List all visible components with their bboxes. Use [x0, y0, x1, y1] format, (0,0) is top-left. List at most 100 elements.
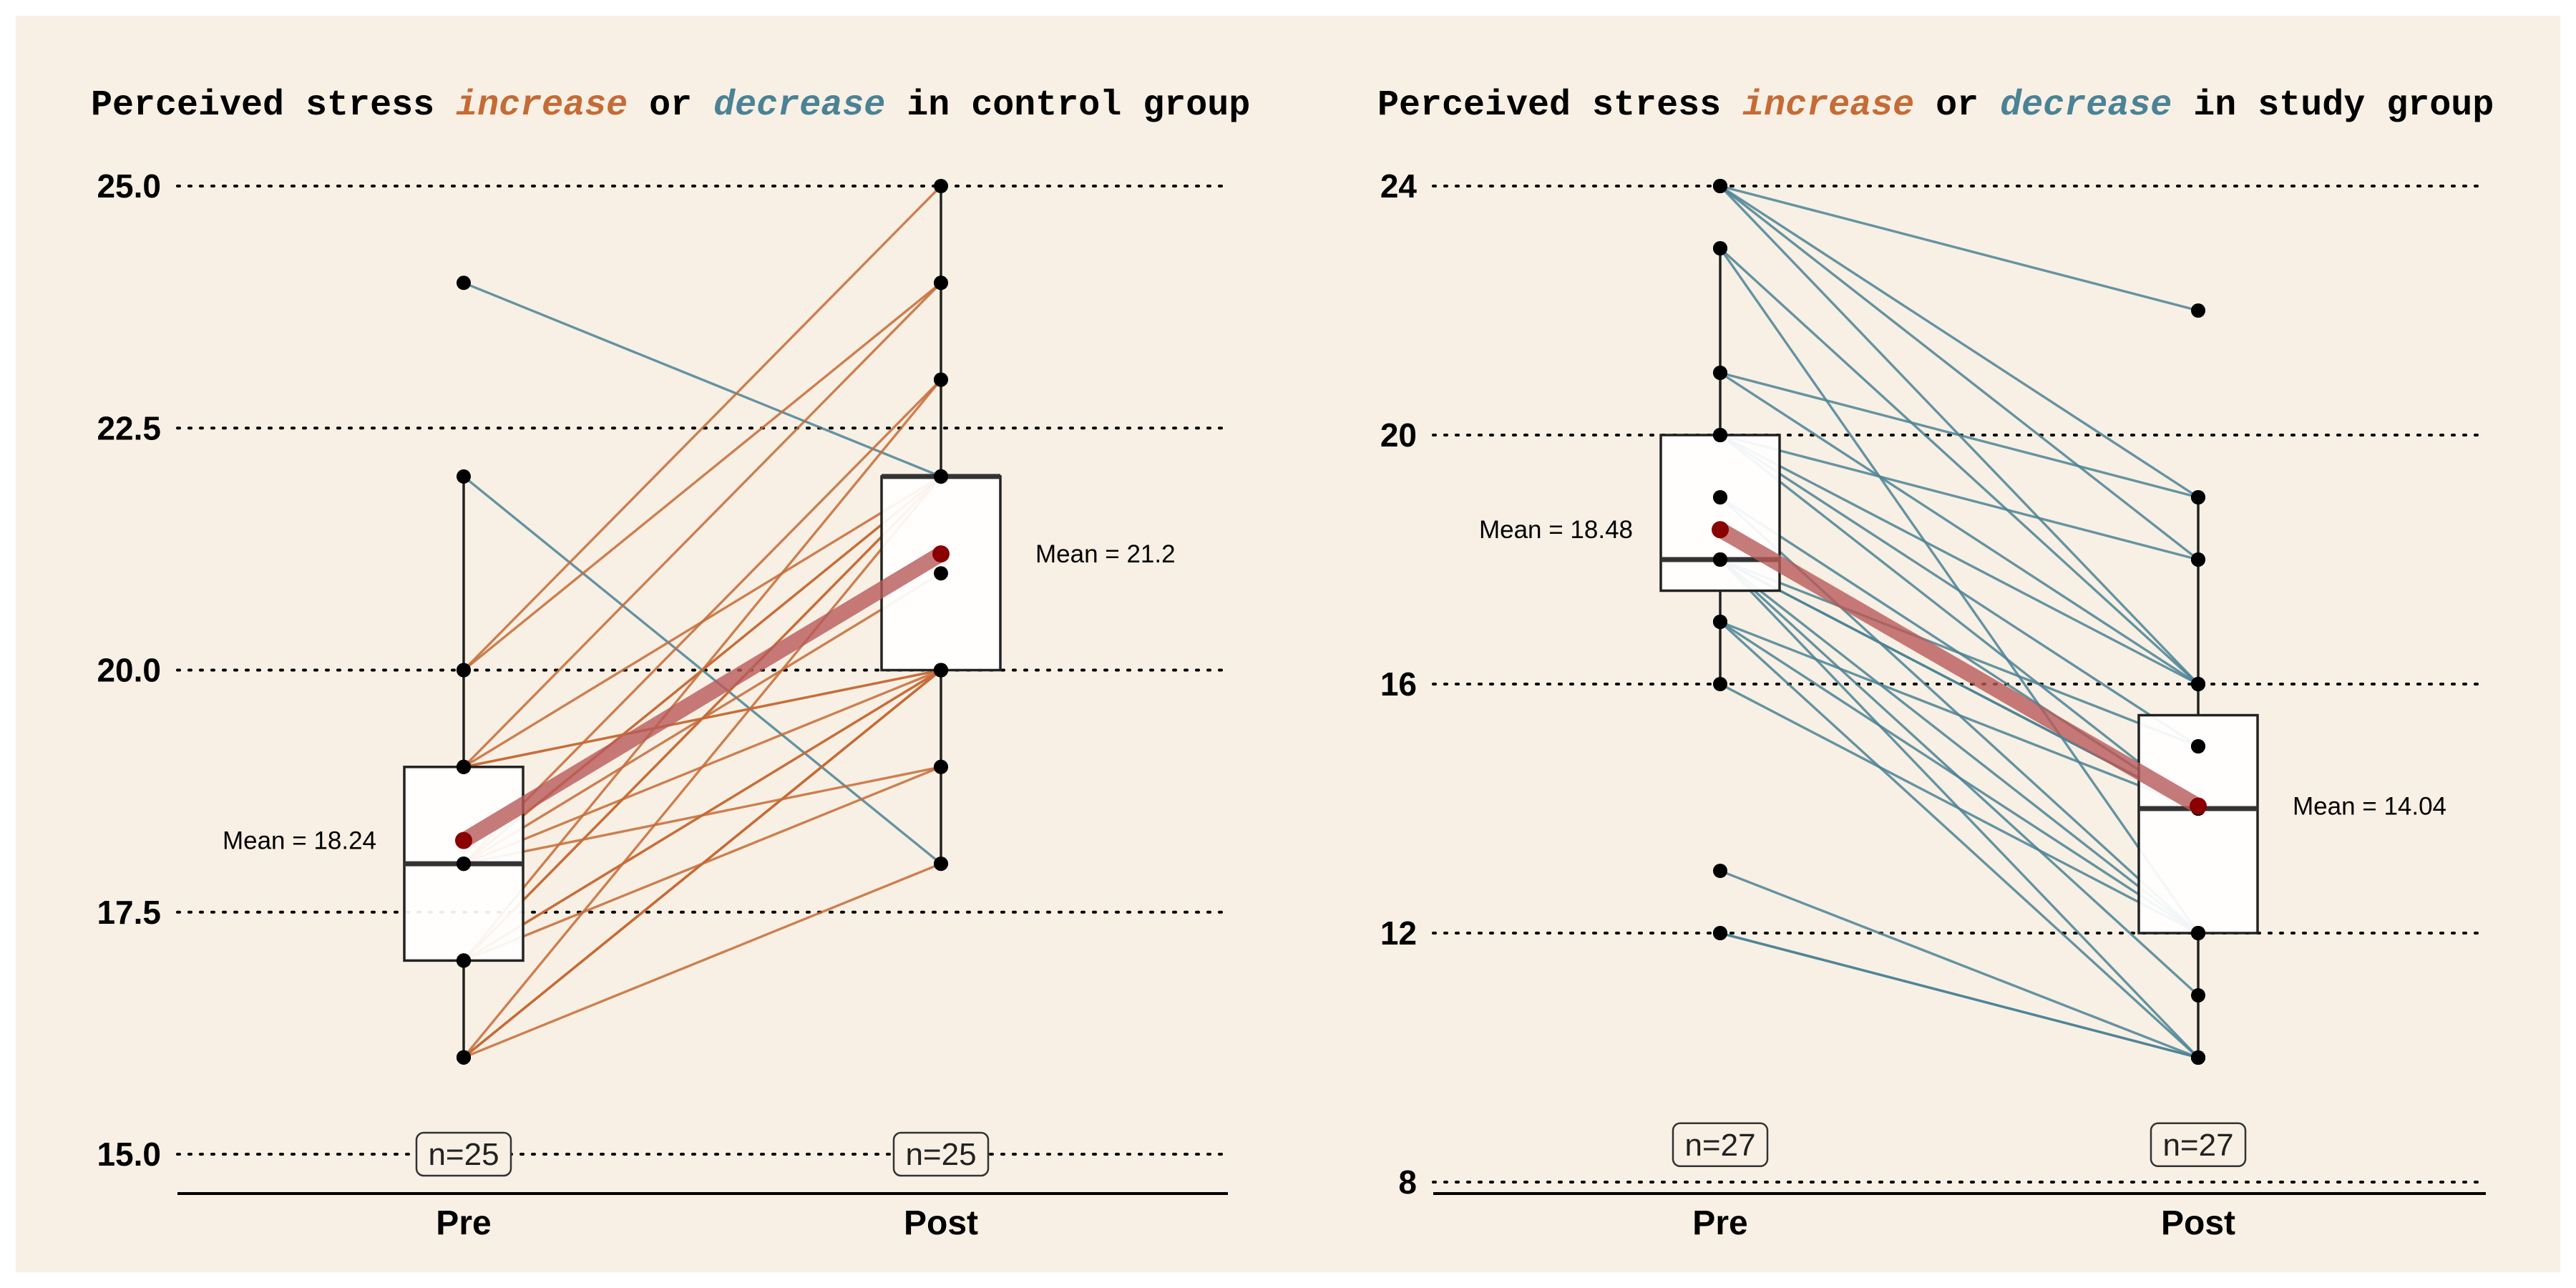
mean-change-line [455, 545, 950, 849]
paired-line [463, 281, 942, 478]
data-point [1713, 926, 1727, 940]
mean-point-post [932, 545, 950, 563]
paired-line [1719, 434, 2199, 686]
paired-line [1719, 185, 2200, 561]
paired-line [1719, 434, 2199, 561]
data-point [1713, 366, 1727, 380]
y-tick-label: 20 [1380, 416, 1417, 454]
study-group-panel: Perceived stress increase or decrease in… [1377, 85, 2494, 1242]
mean-label-pre: Mean = 18.24 [223, 827, 376, 855]
data-point [457, 1050, 471, 1065]
paired-line [462, 475, 942, 1058]
x-tick-post: Post [2161, 1204, 2235, 1242]
paired-line [1719, 185, 2199, 499]
data-point [934, 179, 948, 193]
sample-size-labels: n=25 n=25 [415, 1131, 990, 1177]
paired-line [462, 281, 942, 671]
data-point [934, 469, 948, 484]
paired-line [1719, 620, 2199, 935]
paired-lines [1719, 185, 2200, 1059]
y-tick-label: 25.0 [97, 167, 161, 205]
data-point [457, 953, 471, 968]
data-point [457, 275, 471, 291]
data-point [2191, 552, 2205, 567]
paired-line [1719, 247, 2200, 686]
n-label-pre: n=25 [428, 1137, 499, 1172]
data-point [1713, 241, 1727, 255]
data-point [1713, 428, 1727, 442]
mean-point-post [2190, 797, 2207, 815]
paired-line [1719, 185, 2199, 312]
data-point [457, 857, 471, 872]
data-point [1713, 677, 1727, 691]
y-tick-label: 17.5 [97, 894, 161, 931]
y-tick-labels: 15.0 17.5 20.0 22.5 25.0 [97, 167, 161, 1173]
paired-line [1719, 683, 2199, 935]
title-increase-word: increase [456, 85, 628, 126]
mean-label-pre: Mean = 18.48 [1479, 516, 1633, 544]
paired-line [1719, 371, 2199, 686]
paired-line [462, 282, 942, 768]
data-point [934, 663, 948, 678]
mean-line [1716, 522, 2202, 814]
paired-line [1719, 869, 2199, 1059]
paired-line [1719, 558, 2200, 935]
data-point [1713, 552, 1727, 567]
paired-line [1719, 558, 2199, 748]
data-point [2191, 677, 2205, 691]
y-tick-label: 15.0 [97, 1136, 161, 1173]
data-point [934, 566, 948, 581]
data-point [1713, 490, 1727, 504]
figure-background [16, 16, 2560, 1272]
data-point [1713, 864, 1727, 878]
study-group-title: Perceived stress increase or decrease in… [1377, 85, 2494, 126]
control-group-panel: Perceived stress increase or decrease in… [91, 85, 1250, 1242]
n-label-box-post [892, 1131, 990, 1177]
data-point [2191, 739, 2205, 753]
title-increase-word: increase [1742, 85, 1914, 126]
mean-label-post: Mean = 14.04 [2293, 793, 2446, 821]
data-point [934, 857, 948, 872]
y-tick-label: 16 [1380, 665, 1417, 703]
x-tick-pre: Pre [1692, 1204, 1747, 1242]
y-tick-label: 20.0 [97, 652, 161, 689]
data-point [1713, 615, 1727, 629]
paired-line [1719, 434, 2199, 748]
paired-line [1719, 620, 2200, 1059]
mean-point-pre [1712, 521, 1729, 539]
mean-point-pre [455, 831, 472, 849]
paired-line [1719, 434, 2200, 810]
data-point [2191, 926, 2205, 940]
paired-line [463, 862, 942, 1059]
y-gridlines [176, 185, 1226, 1156]
n-label-post: n=25 [905, 1137, 976, 1172]
paired-line [1719, 620, 2199, 810]
x-tick-pre: Pre [436, 1204, 491, 1242]
data-point [2191, 1050, 2205, 1065]
mean-change-line [1712, 521, 2207, 815]
n-label-box-post [2150, 1122, 2247, 1168]
y-tick-label: 8 [1398, 1163, 1417, 1201]
y-tick-labels: 8 12 16 20 24 [1380, 167, 1418, 1201]
paired-line [1719, 932, 2199, 1059]
data-point [934, 275, 948, 291]
data-point [457, 469, 471, 484]
x-tick-post: Post [904, 1204, 978, 1242]
paired-line [463, 669, 942, 962]
data-point [457, 663, 471, 678]
paired-line [462, 475, 942, 962]
data-point [2191, 988, 2205, 1002]
paired-line [462, 185, 942, 671]
control-group-title: Perceived stress increase or decrease in… [91, 85, 1250, 126]
mean-line [459, 547, 945, 848]
n-label-post: n=27 [2162, 1128, 2233, 1163]
y-tick-label: 24 [1380, 167, 1418, 205]
data-point [457, 759, 471, 774]
data-point [934, 759, 948, 774]
title-decrease-word: decrease [2000, 85, 2172, 126]
data-point [2191, 490, 2205, 504]
y-gridlines [1432, 185, 2484, 1184]
data-point [934, 372, 948, 387]
y-tick-label: 22.5 [97, 409, 161, 447]
